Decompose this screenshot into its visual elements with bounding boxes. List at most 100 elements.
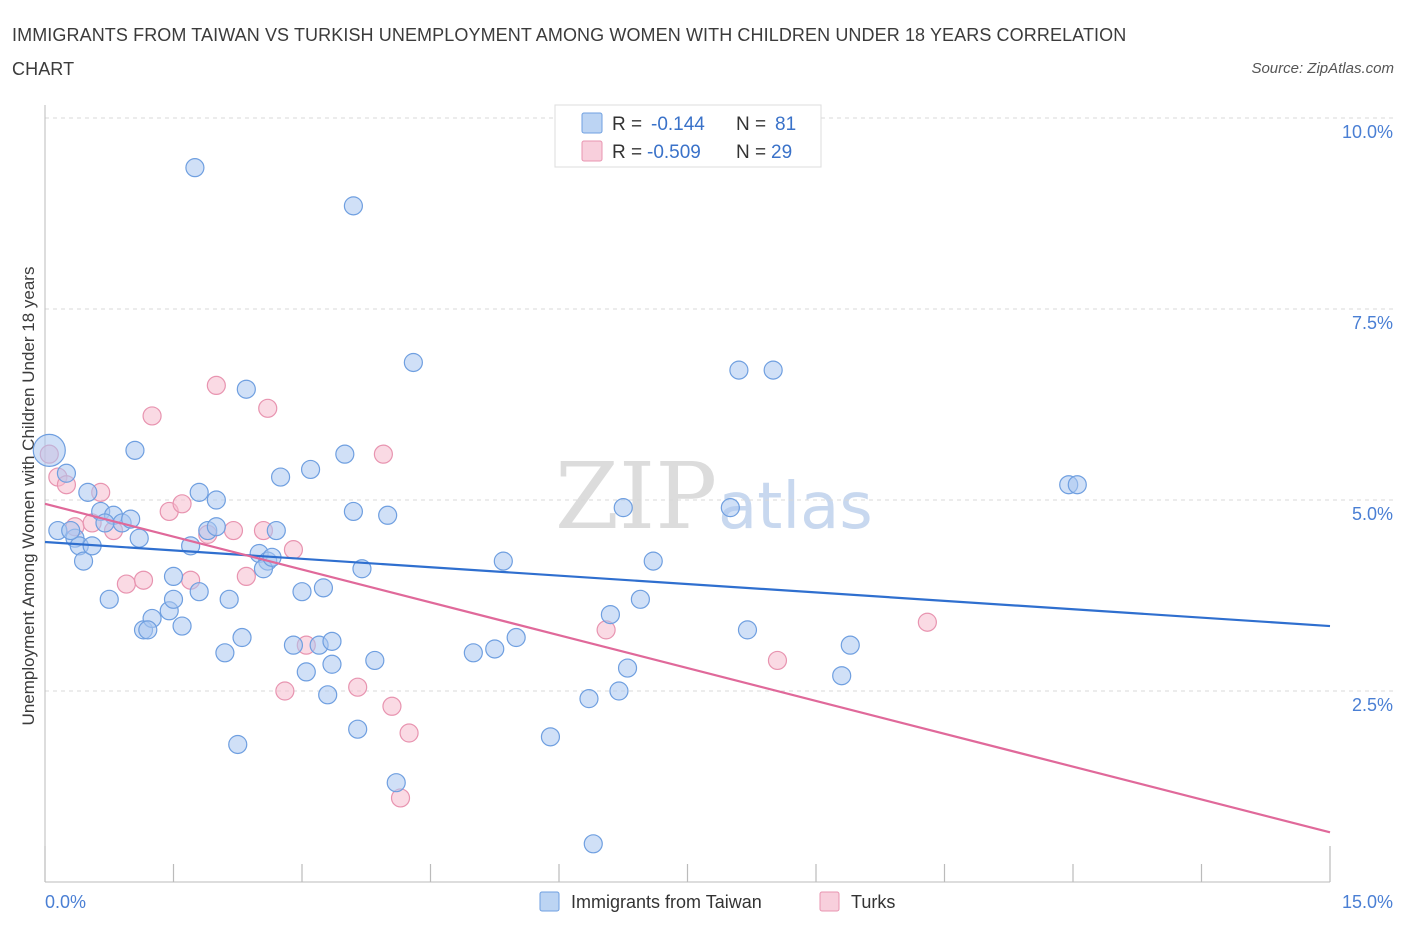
taiwan-point xyxy=(138,620,158,640)
taiwan-point xyxy=(292,582,312,602)
taiwan-point xyxy=(352,559,372,579)
taiwan-point xyxy=(236,379,256,399)
taiwan-point xyxy=(266,520,286,541)
taiwan-point xyxy=(720,498,740,518)
bottom-legend-label-turks: Turks xyxy=(851,892,895,912)
correlation-legend: R = -0.144 N = 81 R = -0.509 N = 29 xyxy=(554,104,822,168)
y-tick-label: 7.5% xyxy=(1352,313,1393,333)
taiwan-point xyxy=(206,490,226,510)
turks-point xyxy=(133,570,154,590)
taiwan-point xyxy=(609,681,629,701)
bottom-legend-label-taiwan: Immigrants from Taiwan xyxy=(571,892,762,912)
taiwan-point xyxy=(729,360,749,380)
taiwan-point xyxy=(163,566,184,587)
taiwan-point xyxy=(365,650,385,671)
taiwan-point xyxy=(56,463,77,483)
taiwan-point xyxy=(386,773,406,793)
turks-point xyxy=(236,566,256,587)
taiwan-point xyxy=(172,616,192,636)
taiwan-point xyxy=(215,643,235,663)
taiwan-point xyxy=(219,589,239,609)
taiwan-point xyxy=(617,658,638,678)
taiwan-point xyxy=(322,654,342,674)
turks-point xyxy=(258,398,278,418)
x-tick-max: 15.0% xyxy=(1342,892,1393,912)
chart-title: IMMIGRANTS FROM TAIWAN VS TURKISH UNEMPL… xyxy=(12,25,1127,79)
legend-r-value-taiwan: -0.144 xyxy=(651,114,705,135)
taiwan-point xyxy=(296,662,316,682)
taiwan-point xyxy=(189,482,209,502)
legend-n-value-taiwan: 81 xyxy=(775,114,796,135)
y-tick-label: 2.5% xyxy=(1352,695,1393,715)
taiwan-point xyxy=(163,589,184,609)
legend-swatch-taiwan xyxy=(581,112,603,134)
taiwan-point xyxy=(185,158,205,178)
bottom-legend-swatch-turks xyxy=(819,891,840,912)
turks-point xyxy=(767,650,788,671)
taiwan-point xyxy=(485,639,505,659)
gridlines xyxy=(45,117,1395,692)
legend-n-label-taiwan: N = xyxy=(736,114,766,135)
trend-lines xyxy=(44,502,1331,834)
taiwan-point xyxy=(463,643,483,663)
taiwan-point xyxy=(630,589,650,609)
y-tick-label: 10.0% xyxy=(1342,122,1393,142)
legend-swatch-turks xyxy=(581,140,603,162)
taiwan-point xyxy=(206,517,226,537)
taiwan-point xyxy=(232,627,252,648)
turks-point xyxy=(142,406,162,426)
taiwan-point xyxy=(313,578,334,598)
taiwan-point xyxy=(78,482,98,502)
turks-point xyxy=(206,375,226,395)
series-legend: Immigrants from Taiwan Turks xyxy=(539,891,895,912)
turks-point xyxy=(223,520,244,541)
taiwan-point xyxy=(73,551,94,571)
taiwan-point xyxy=(763,360,783,380)
taiwan-point xyxy=(403,352,423,373)
legend-r-label-turks: R = xyxy=(612,142,642,163)
taiwan-point xyxy=(343,501,363,522)
taiwan-point xyxy=(613,498,633,518)
taiwan-point xyxy=(840,635,860,655)
taiwan-point xyxy=(378,505,398,525)
taiwan-point xyxy=(318,685,338,705)
source-label: Source: ZipAtlas.com xyxy=(1251,60,1394,77)
legend-n-value-turks: 29 xyxy=(771,142,792,163)
y-axis-label: Unemployment Among Women with Children U… xyxy=(19,267,38,726)
taiwan-point xyxy=(129,528,149,548)
taiwan-point xyxy=(283,635,304,655)
taiwan-point xyxy=(1067,475,1087,495)
turks-point xyxy=(283,540,304,560)
legend-r-value-turks: -0.509 xyxy=(647,142,701,163)
turks-point xyxy=(373,444,393,464)
taiwan-point xyxy=(335,444,355,464)
y-tick-label: 5.0% xyxy=(1352,504,1393,524)
axes xyxy=(44,105,1331,883)
taiwan-point xyxy=(99,589,119,609)
legend-r-label-taiwan: R = xyxy=(612,114,642,135)
taiwan-point xyxy=(61,520,81,541)
taiwan-point xyxy=(32,433,66,467)
taiwan-point xyxy=(540,727,561,747)
turks-point xyxy=(172,494,192,514)
taiwan-point xyxy=(125,440,145,460)
x-tick-min: 0.0% xyxy=(45,892,86,912)
taiwan-point xyxy=(300,459,321,480)
turks-point xyxy=(917,612,937,632)
taiwan-trend-line xyxy=(44,540,1331,628)
taiwan-point xyxy=(343,196,363,216)
taiwan-point xyxy=(348,719,368,739)
taiwan-point xyxy=(737,620,758,640)
taiwan-point xyxy=(493,551,513,571)
turks-point xyxy=(116,574,136,594)
y-tick-labels: 2.5% 5.0% 7.5% 10.0% xyxy=(1342,122,1393,715)
taiwan-point xyxy=(643,551,663,571)
turks-point xyxy=(348,677,368,697)
watermark-atlas: atlas xyxy=(718,470,873,544)
taiwan-point xyxy=(322,631,342,651)
taiwan-point xyxy=(228,734,248,755)
legend-n-label-turks: N = xyxy=(736,142,766,163)
taiwan-point xyxy=(583,834,603,854)
taiwan-point xyxy=(600,604,621,625)
